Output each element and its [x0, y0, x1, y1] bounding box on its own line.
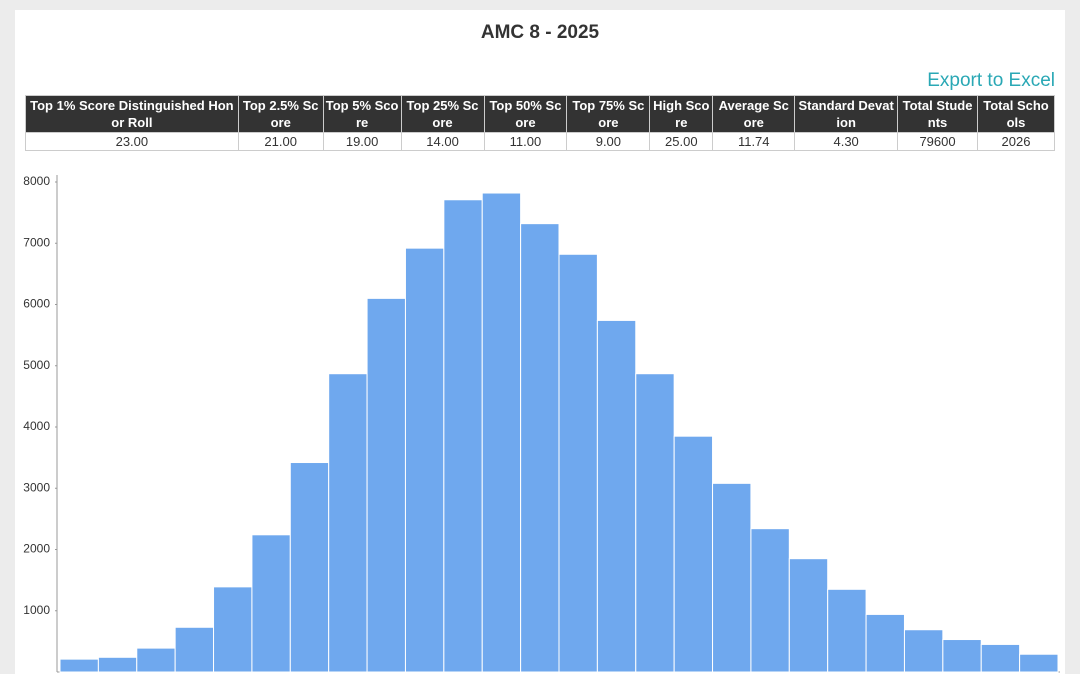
table-cell: 21.00 — [237, 132, 324, 151]
bar — [59, 658, 99, 673]
title: AMC 8 - 2025 — [480, 22, 600, 43]
table-cell: 9.00 — [566, 132, 651, 151]
header-row: Top 1% Score Distinguished Honor Roll Top… — [25, 95, 1055, 133]
y-tick-label: 8000 — [23, 174, 50, 188]
y-tick-label: 5000 — [23, 358, 50, 372]
table-cell: 14.00 — [400, 132, 485, 151]
bar — [558, 253, 598, 673]
table-cell: 19.00 — [322, 132, 402, 151]
y-tick-label: 6000 — [23, 297, 50, 311]
bar — [520, 223, 560, 673]
table-cell: 11.74 — [712, 132, 796, 151]
header-cell: Top 5% Score — [322, 95, 402, 133]
header-cell: Total Students — [897, 95, 978, 133]
header-cell: Top 50% Score — [483, 95, 568, 133]
stats-table: Top 1% Score Distinguished Honor Roll Top… — [25, 95, 1055, 151]
bar — [97, 656, 138, 673]
bar — [404, 247, 445, 673]
bar — [174, 626, 215, 673]
bar — [136, 647, 176, 673]
bar — [788, 558, 829, 673]
y-tick-label: 3000 — [23, 480, 50, 494]
header-cell: Top 75% Score — [566, 95, 651, 133]
table-row: 23.00 21.00 19.00 14.00 11.00 9.00 25.00 11.74 4… — [25, 132, 1055, 151]
table-cell: 23.00 — [25, 132, 239, 151]
table-cell: 25.00 — [649, 132, 714, 151]
bar — [251, 534, 291, 673]
bar — [1019, 653, 1059, 673]
card: AMC 8 - 2025 Export to Excel Top 1% Scor… — [15, 10, 1065, 674]
bar — [481, 192, 522, 673]
header-cell: High Score — [649, 95, 714, 133]
bar — [366, 297, 406, 673]
bar — [673, 435, 714, 673]
y-tick-label: 7000 — [23, 235, 50, 249]
y-tick-label: 4000 — [23, 419, 50, 433]
bar — [443, 199, 483, 673]
bar — [635, 373, 675, 673]
header-cell: Top 25% Score — [400, 95, 485, 133]
table-body: 23.00 21.00 19.00 14.00 11.00 9.00 25.00 11.74 4… — [25, 132, 1055, 151]
table-cell: 79600 — [897, 132, 978, 151]
export-link[interactable]: Export to Excel — [927, 70, 1055, 91]
bar — [980, 643, 1021, 673]
bar — [827, 588, 867, 673]
bar — [328, 373, 368, 673]
bar — [942, 639, 982, 673]
header-cell: Total Schools — [977, 95, 1055, 133]
y-tick-label: 2000 — [23, 542, 50, 556]
bar — [750, 528, 790, 673]
header-cell: Standard Devation — [794, 95, 899, 133]
header-cell: Average Score — [712, 95, 796, 133]
bar — [596, 319, 637, 673]
bar — [712, 482, 752, 673]
table-cell: 11.00 — [483, 132, 568, 151]
bar — [213, 586, 253, 673]
bar — [903, 629, 944, 673]
table-cell: 2026 — [977, 132, 1055, 151]
header-cell: Top 2.5% Score — [237, 95, 324, 133]
bar — [865, 613, 905, 673]
bar — [289, 462, 330, 673]
y-tick-label: 1000 — [23, 603, 50, 617]
